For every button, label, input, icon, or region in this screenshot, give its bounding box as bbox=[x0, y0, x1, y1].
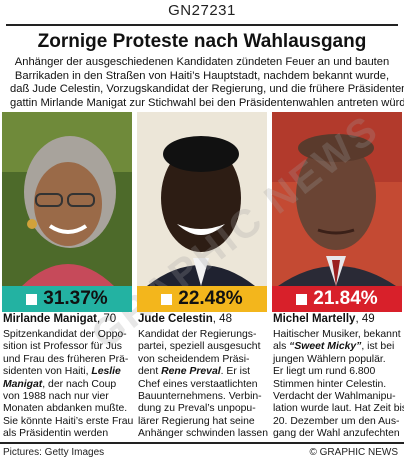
description-text: Verdacht der Wahlmanipu- bbox=[273, 391, 396, 403]
description-line: Chef eines verstaatlichten bbox=[138, 379, 266, 391]
candidate-name-martelly: Michel Martelly, 49 bbox=[273, 313, 403, 325]
description-text: von 1988 nach nur vier bbox=[3, 391, 109, 403]
photo-credit: Pictures: Getty Images bbox=[3, 447, 105, 458]
description-text: Sie könnte Haiti’s erste Frau bbox=[3, 415, 134, 427]
highlighted-name: Leslie bbox=[91, 366, 121, 378]
description-text: 20. Dezember um den Aus- bbox=[273, 415, 400, 427]
description-text: , ist bei bbox=[361, 341, 395, 353]
brand-credit: © GRAPHIC NEWS bbox=[309, 447, 399, 458]
description-line: Er liegt um rund 6.800 bbox=[273, 366, 401, 378]
description-line: Stimmen hinter Celestin. bbox=[273, 379, 401, 391]
portrait-jude-celestin bbox=[137, 112, 267, 286]
description-text: Haitischer Musiker, bekannt bbox=[273, 329, 401, 340]
candidate-name: Mirlande Manigat bbox=[3, 313, 97, 325]
graphic-code: GN27231 bbox=[168, 2, 236, 19]
description-line: Anhänger schwinden lassen bbox=[138, 428, 268, 440]
highlighted-name: Rene Preval bbox=[161, 366, 221, 378]
percent-bar-martelly: 21.84% bbox=[272, 286, 402, 312]
percent-value: 21.84% bbox=[313, 288, 378, 309]
intro-line: Barrikaden in den Straßen von Haiti’s Ha… bbox=[14, 69, 390, 82]
page-title: Zornige Proteste nach Wahlausgang bbox=[37, 31, 367, 52]
description-line: als “Sweet Micky”, ist bei bbox=[273, 341, 401, 353]
candidate-age: , 70 bbox=[96, 313, 117, 325]
description-text: Anhänger schwinden lassen bbox=[138, 428, 268, 440]
square-icon bbox=[26, 294, 38, 305]
description-text: sidenten von Haiti, bbox=[3, 366, 92, 378]
candidate-name: Jude Celestin bbox=[138, 313, 213, 325]
candidate-age: , 48 bbox=[212, 313, 232, 325]
description-line: Haitischer Musiker, bekannt bbox=[273, 329, 401, 341]
description-line: dung zu Preval’s unpopu- bbox=[138, 403, 266, 415]
intro-line: gattin Mirlande Manigat zur Stichwahl be… bbox=[10, 96, 404, 109]
description-text: dung zu Preval’s unpopu- bbox=[138, 403, 256, 415]
description-text: lation wurde laut. Hat Zeit bis bbox=[273, 403, 404, 415]
description-text: . Er ist bbox=[220, 366, 251, 378]
intro-text: Anhänger der ausgeschiedenen Kandidaten … bbox=[10, 56, 404, 110]
description-text: partei, speziell ausgesucht bbox=[138, 341, 261, 353]
candidate-description-celestin: Kandidat der Regierungs-partei, speziell… bbox=[138, 329, 268, 441]
candidate-description-manigat: Spitzenkandidat der Oppo-sition ist Prof… bbox=[3, 329, 134, 441]
description-line: 20. Dezember um den Aus- bbox=[273, 416, 401, 428]
description-text: , der nach Coup bbox=[42, 378, 117, 390]
description-text: Kandidat der Regierungs- bbox=[138, 329, 257, 340]
square-icon bbox=[296, 294, 308, 305]
bottom-divider bbox=[0, 442, 404, 444]
description-line: lärer Regierung hat seine bbox=[138, 416, 266, 428]
description-line: von scheidendem Präsi- bbox=[138, 354, 266, 366]
description-line: Bauunternehmens. Verbin- bbox=[138, 391, 266, 403]
percent-bar-celestin: 22.48% bbox=[137, 286, 267, 312]
description-text: Bauunternehmens. Verbin- bbox=[138, 391, 262, 403]
description-line: von 1988 nach nur vier bbox=[3, 391, 131, 403]
description-line: lation wurde laut. Hat Zeit bis bbox=[273, 403, 404, 415]
highlighted-name: “Sweet Micky” bbox=[289, 341, 362, 353]
description-line: sidenten von Haiti, Leslie bbox=[3, 366, 131, 378]
description-text: jungen Wählern populär. bbox=[273, 353, 386, 365]
description-text: Spitzenkandidat der Oppo- bbox=[3, 329, 127, 340]
description-line: partei, speziell ausgesucht bbox=[138, 341, 266, 353]
description-text: und Frau des früheren Prä- bbox=[3, 353, 129, 365]
description-text: lärer Regierung hat seine bbox=[138, 415, 255, 427]
candidate-age: , 49 bbox=[355, 313, 375, 325]
highlighted-name: Manigat bbox=[3, 378, 43, 390]
description-text: als Präsidentin werden bbox=[3, 428, 109, 440]
description-text: dent bbox=[138, 366, 162, 378]
description-line: Monaten abdanken mußte. bbox=[3, 403, 131, 415]
portrait-mirlande-manigat bbox=[2, 112, 132, 286]
description-line: Sie könnte Haiti’s erste Frau bbox=[3, 415, 134, 428]
description-line: jungen Wählern populär. bbox=[273, 354, 401, 366]
square-icon bbox=[161, 294, 173, 305]
description-text: von scheidendem Präsi- bbox=[138, 353, 250, 365]
description-text: Monaten abdanken mußte. bbox=[3, 403, 128, 415]
description-line: als Präsidentin werden bbox=[3, 428, 131, 440]
description-text: Er liegt um rund 6.800 bbox=[273, 366, 376, 378]
description-line: Kandidat der Regierungs- bbox=[138, 329, 266, 341]
candidate-name: Michel Martelly bbox=[273, 313, 356, 325]
description-line: Manigat, der nach Coup bbox=[3, 379, 131, 391]
intro-line: daß Jude Celestin, Vorzugskandidat der R… bbox=[10, 83, 404, 96]
description-text: Chef eines verstaatlichten bbox=[138, 378, 258, 390]
description-line: dent Rene Preval. Er ist bbox=[138, 366, 266, 378]
description-line: und Frau des früheren Prä- bbox=[3, 354, 131, 366]
percent-value: 31.37% bbox=[43, 288, 108, 309]
percent-value: 22.48% bbox=[178, 288, 243, 309]
candidate-name-celestin: Jude Celestin, 48 bbox=[138, 313, 268, 325]
description-text: gang der Wahl anzufechten bbox=[273, 428, 400, 440]
description-text: sition ist Professor für Jus bbox=[3, 341, 122, 353]
description-line: sition ist Professor für Jus bbox=[3, 341, 131, 353]
intro-line: Anhänger der ausgeschiedenen Kandidaten … bbox=[14, 56, 390, 68]
candidate-description-martelly: Haitischer Musiker, bekannt als “Sweet Mi… bbox=[273, 329, 404, 441]
portrait-michel-martelly bbox=[272, 112, 402, 286]
description-line: gang der Wahl anzufechten bbox=[273, 428, 401, 440]
description-line: Verdacht der Wahlmanipu- bbox=[273, 391, 401, 403]
top-divider bbox=[6, 24, 398, 26]
description-text: als bbox=[273, 341, 290, 353]
description-text: Stimmen hinter Celestin. bbox=[273, 378, 387, 390]
percent-bar-manigat: 31.37% bbox=[2, 286, 132, 312]
candidate-name-manigat: Mirlande Manigat, 70 bbox=[3, 313, 133, 325]
description-line: Spitzenkandidat der Oppo- bbox=[3, 329, 131, 341]
